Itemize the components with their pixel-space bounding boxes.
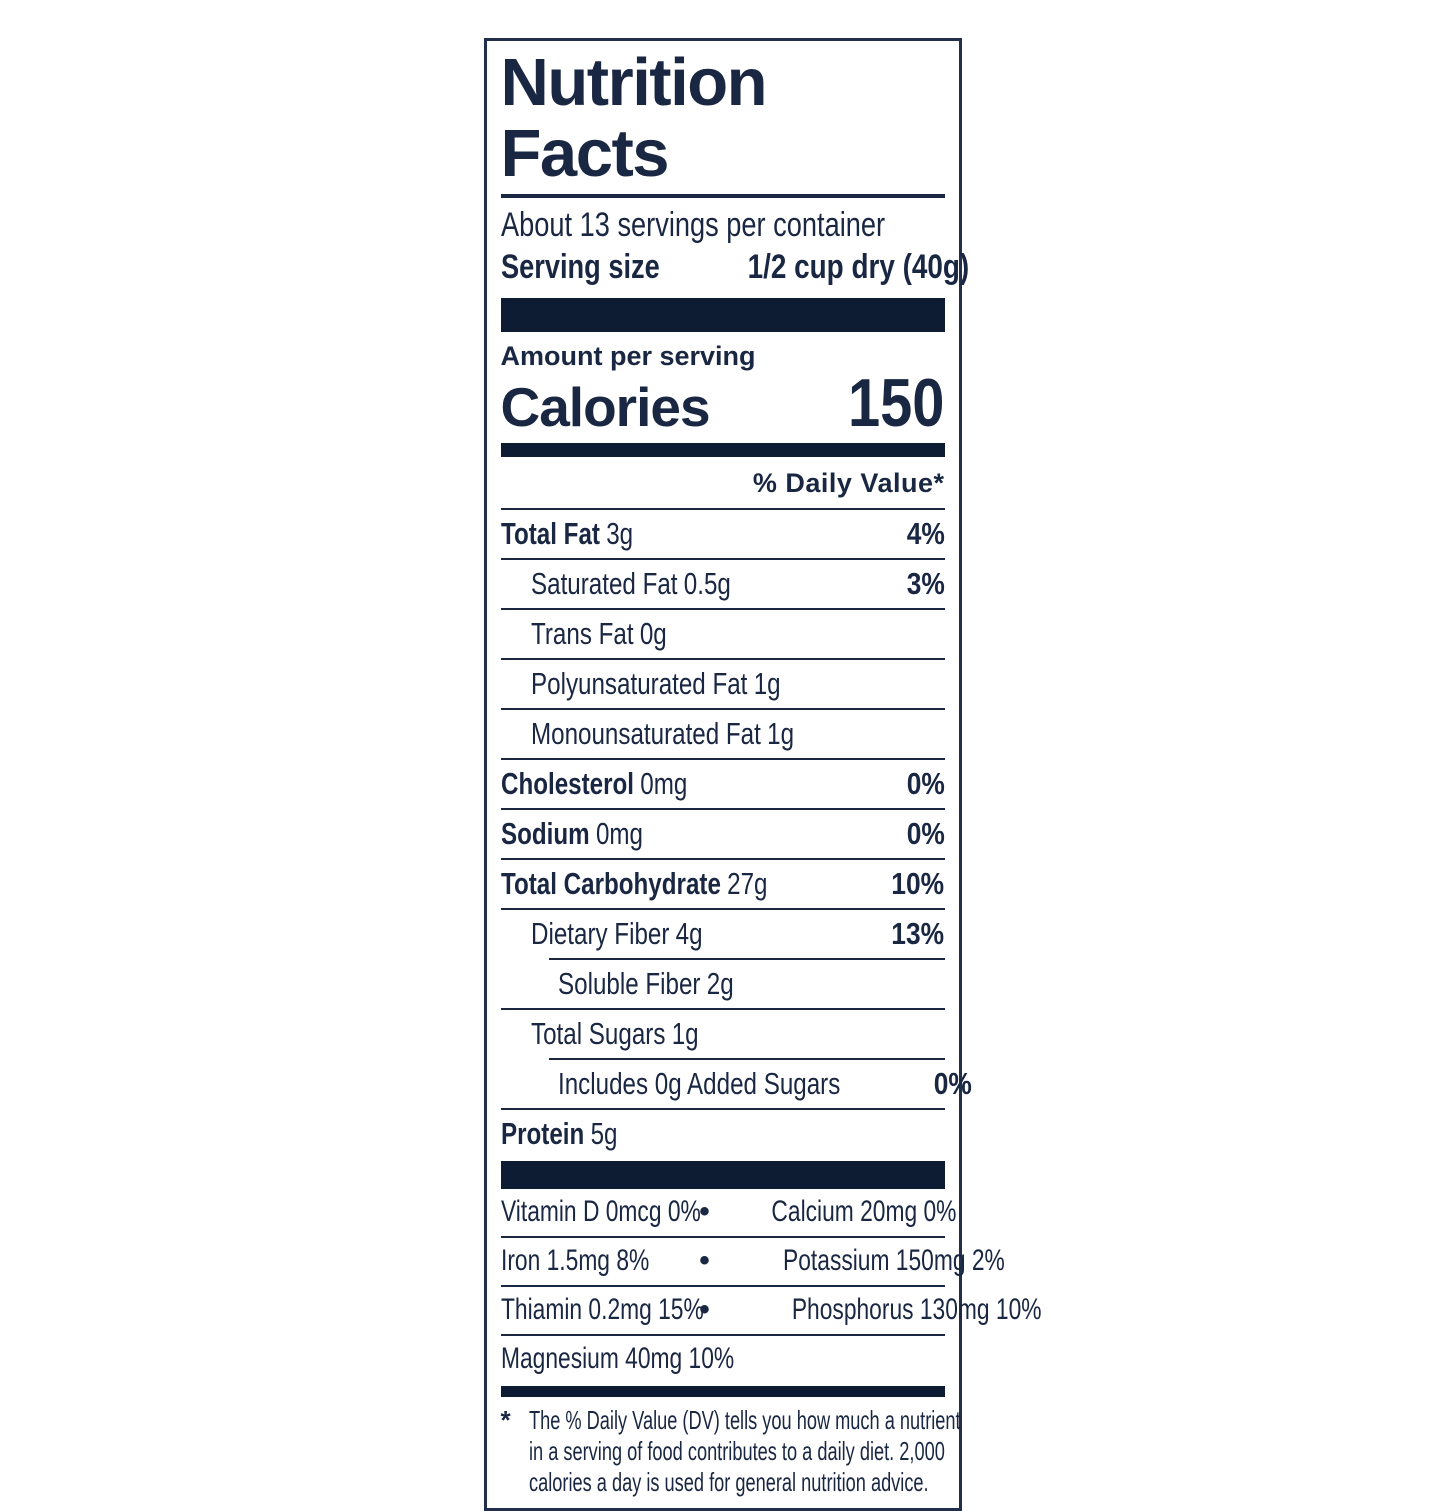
- nutrient-name: Cholesterol: [500, 765, 634, 801]
- divider: [500, 607, 945, 610]
- thick-separator-bar: [500, 1160, 945, 1189]
- divider: [500, 757, 945, 760]
- nutrient-amount: 0mg: [639, 765, 687, 801]
- label-title: Nutrition Facts: [500, 45, 768, 192]
- nutrient-amount: 1g: [753, 665, 781, 701]
- nutrient-dv: 3%: [906, 565, 945, 601]
- divider: [500, 907, 945, 910]
- divider: [500, 1107, 945, 1110]
- divider-indented: [548, 1057, 945, 1060]
- nutrient-amount: 27g: [726, 865, 768, 901]
- micronutrient-right: Potassium 150mg 2%: [782, 1244, 1005, 1278]
- nutrient-amount: 1g: [766, 715, 794, 751]
- nutrient-dv: 10%: [891, 865, 945, 901]
- amount-per-serving: Amount per serving: [500, 341, 756, 372]
- nutrient-row-monounsaturated-fat: Monounsaturated Fat 1g: [501, 710, 945, 758]
- bullet-separator: •: [699, 1293, 710, 1327]
- nutrient-row-dietary-fiber: Dietary Fiber 4g 13%: [501, 910, 945, 958]
- micronutrient-row-1: Vitamin D 0mcg 0% • Calcium 20mg 0%: [500, 1189, 956, 1236]
- nutrient-name: Polyunsaturated Fat: [530, 665, 747, 701]
- micronutrient-left: Magnesium 40mg 10%: [500, 1342, 734, 1376]
- divider: [500, 857, 945, 860]
- micronutrient-left: Vitamin D 0mcg 0%: [500, 1195, 701, 1229]
- nutrient-row-cholesterol: Cholesterol 0mg 0%: [501, 760, 945, 808]
- nutrition-facts-label: Nutrition Facts About 13 servings per co…: [483, 38, 1042, 1511]
- nutrient-row-total-sugars: Total Sugars 1g: [501, 1010, 945, 1058]
- daily-value-header: % Daily Value*: [752, 467, 945, 498]
- divider: [500, 707, 945, 710]
- micronutrient-left: Thiamin 0.2mg 15%: [500, 1293, 704, 1327]
- micronutrient-row-4: Magnesium 40mg 10%: [501, 1336, 945, 1383]
- nutrient-row-polyunsaturated-fat: Polyunsaturated Fat 1g: [501, 660, 945, 708]
- calories-row: Calories 150: [500, 365, 945, 442]
- footnote-line: calories a day is used for general nutri…: [528, 1466, 929, 1497]
- title-rule: [500, 194, 945, 199]
- divider: [500, 557, 945, 560]
- divider: [500, 1284, 945, 1287]
- serving-size-label: Serving size: [500, 248, 660, 287]
- micronutrient-row-3: Thiamin 0.2mg 15% • Phosphorus 130mg 10%: [500, 1287, 1042, 1334]
- nutrient-row-protein: Protein 5g: [501, 1110, 945, 1158]
- servings-per-container: About 13 servings per container: [501, 205, 945, 245]
- micronutrient-left: Iron 1.5mg 8%: [500, 1244, 649, 1278]
- medium-separator-bar: [500, 442, 945, 457]
- nutrient-dv: 0%: [906, 765, 945, 801]
- footnote-asterisk: *: [500, 1404, 511, 1435]
- nutrient-row-total-fat: Total Fat 3g 4%: [501, 510, 945, 558]
- footnote-line: The % Daily Value (DV) tells you how muc…: [528, 1404, 961, 1435]
- nutrient-dv: 13%: [891, 915, 945, 951]
- footnote-line: in a serving of food contributes to a da…: [528, 1435, 945, 1466]
- divider: [500, 1007, 945, 1010]
- nutrient-name: Includes 0g Added Sugars: [557, 1065, 840, 1101]
- bullet-separator: •: [699, 1195, 710, 1229]
- divider: [500, 657, 945, 660]
- nutrient-row-sodium: Sodium 0mg 0%: [501, 810, 945, 858]
- divider: [500, 1235, 945, 1238]
- nutrient-dv: 4%: [906, 515, 945, 551]
- thick-separator-bar: [500, 298, 945, 333]
- nutrient-name: Saturated Fat: [530, 565, 678, 601]
- micronutrient-row-2: Iron 1.5mg 8% • Potassium 150mg 2%: [500, 1238, 1005, 1285]
- nutrient-name: Protein: [500, 1115, 584, 1151]
- divider: [500, 507, 945, 510]
- nutrient-name: Trans Fat: [530, 615, 634, 651]
- divider: [500, 807, 945, 810]
- serving-size-value: 1/2 cup dry (40g): [747, 248, 970, 287]
- thin-separator-bar: [500, 1385, 945, 1397]
- nutrient-dv: 0%: [934, 1065, 973, 1101]
- nutrient-amount: 0mg: [595, 815, 643, 851]
- nutrient-amount: 3g: [605, 515, 633, 551]
- nutrient-row-saturated-fat: Saturated Fat 0.5g 3%: [501, 560, 945, 608]
- nutrient-row-added-sugars: Includes 0g Added Sugars 0%: [501, 1060, 973, 1108]
- nutrient-amount: 0.5g: [683, 565, 731, 601]
- calories-label: Calories: [500, 376, 711, 439]
- nutrient-name: Sodium: [500, 815, 590, 851]
- nutrient-amount: 5g: [590, 1115, 617, 1151]
- nutrient-amount: 4g: [675, 915, 703, 951]
- nutrient-amount: 0g: [639, 615, 667, 651]
- serving-size-row: Serving size 1/2 cup dry (40g): [500, 247, 970, 287]
- nutrient-amount: 1g: [671, 1015, 699, 1051]
- micronutrient-right: Calcium 20mg 0%: [770, 1195, 956, 1229]
- nutrient-name: Soluble Fiber: [557, 965, 700, 1001]
- daily-value-footnote: * The % Daily Value (DV) tells you how m…: [500, 1397, 961, 1498]
- divider-indented: [548, 957, 945, 960]
- nutrient-name: Total Carbohydrate: [500, 865, 721, 901]
- servings-text: About 13 servings per container: [500, 206, 885, 245]
- micronutrient-right: Phosphorus 130mg 10%: [791, 1293, 1042, 1327]
- bullet-separator: •: [699, 1244, 710, 1278]
- nutrient-name: Monounsaturated Fat: [530, 715, 761, 751]
- calories-value: 150: [848, 365, 945, 442]
- nutrient-amount: 2g: [706, 965, 734, 1001]
- nutrient-row-soluble-fiber: Soluble Fiber 2g: [501, 960, 945, 1008]
- nutrient-dv: 0%: [906, 815, 945, 851]
- nutrient-row-trans-fat: Trans Fat 0g: [501, 610, 945, 658]
- divider: [500, 1333, 945, 1336]
- nutrient-row-total-carbohydrate: Total Carbohydrate 27g 10%: [501, 860, 945, 908]
- nutrient-name: Total Fat: [500, 515, 600, 551]
- nutrient-name: Dietary Fiber: [530, 915, 669, 951]
- nutrient-name: Total Sugars: [530, 1015, 665, 1051]
